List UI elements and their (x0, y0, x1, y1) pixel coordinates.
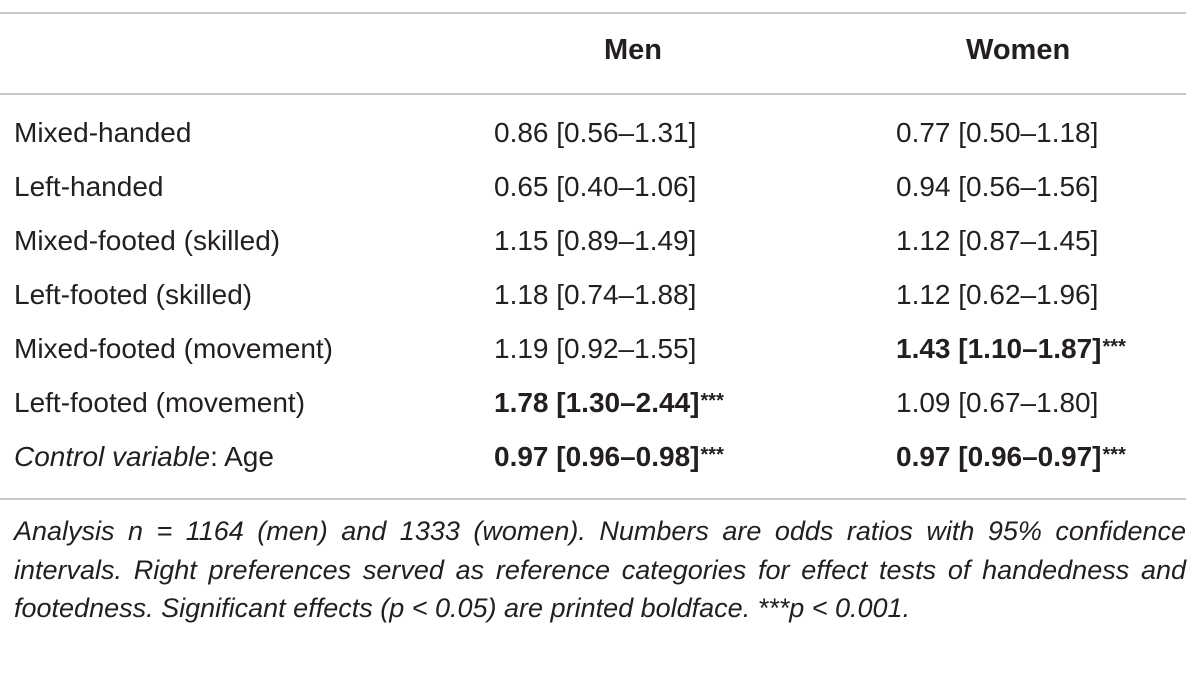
cell-men-value: 1.19 [0.92–1.55] (494, 333, 697, 364)
cell-women: 1.43 [1.10–1.87]*** (896, 322, 1126, 376)
cell-men: 0.97 [0.96–0.98]*** (494, 430, 724, 484)
significance-marker: *** (1102, 336, 1126, 358)
row-label-text: Left-handed (14, 171, 164, 202)
table-row: Mixed-footed (movement) 1.19 [0.92–1.55] 1… (0, 322, 1186, 376)
row-label-text: : Age (210, 441, 274, 472)
cell-men: 0.65 [0.40–1.06] (494, 160, 696, 214)
cell-men-value: 1.18 [0.74–1.88] (494, 279, 697, 310)
cell-women: 0.94 [0.56–1.56] (896, 160, 1098, 214)
table-header-row: Men Women (0, 26, 1186, 82)
cell-women-value: 0.97 [0.96–0.97] (896, 441, 1102, 472)
row-label: Left-footed (skilled) (14, 268, 252, 322)
row-label-text: Left-footed (skilled) (14, 279, 253, 310)
table-row: Mixed-footed (skilled) 1.15 [0.89–1.49] 1.… (0, 214, 1186, 268)
cell-men-value: 1.78 [1.30–2.44] (494, 387, 700, 418)
column-header-men: Men (604, 34, 662, 66)
row-label-text: Mixed-footed (movement) (14, 333, 334, 364)
cell-women: 0.97 [0.96–0.97]*** (896, 430, 1126, 484)
table-header-rule (0, 93, 1186, 95)
cell-men: 1.18 [0.74–1.88] (494, 268, 696, 322)
cell-men: 0.86 [0.56–1.31] (494, 106, 696, 160)
table-body: Mixed-handed 0.86 [0.56–1.31] 0.77 [0.50–1… (0, 106, 1186, 484)
significance-marker: *** (700, 444, 724, 466)
cell-men-value: 0.97 [0.96–0.98] (494, 441, 700, 472)
row-label-text: Mixed-handed (14, 117, 192, 148)
cell-men-value: 1.15 [0.89–1.49] (494, 225, 697, 256)
significance-marker: *** (1102, 444, 1126, 466)
table-bottom-rule (0, 498, 1186, 500)
cell-women: 1.09 [0.67–1.80] (896, 376, 1098, 430)
column-header-women: Women (966, 34, 1071, 66)
cell-women: 1.12 [0.62–1.96] (896, 268, 1098, 322)
cell-men: 1.15 [0.89–1.49] (494, 214, 696, 268)
table-top-rule (0, 12, 1186, 14)
cell-women-value: 1.43 [1.10–1.87] (896, 333, 1102, 364)
row-label: Mixed-handed (14, 106, 191, 160)
cell-women: 1.12 [0.87–1.45] (896, 214, 1098, 268)
row-label: Left-footed (movement) (14, 376, 305, 430)
cell-women-value: 1.09 [0.67–1.80] (896, 387, 1099, 418)
cell-women-value: 0.94 [0.56–1.56] (896, 171, 1099, 202)
table-row: Left-footed (skilled) 1.18 [0.74–1.88] 1.1… (0, 268, 1186, 322)
row-label-text: Mixed-footed (skilled) (14, 225, 281, 256)
significance-marker: *** (700, 390, 724, 412)
cell-men: 1.19 [0.92–1.55] (494, 322, 696, 376)
cell-men-value: 0.65 [0.40–1.06] (494, 171, 697, 202)
cell-women: 0.77 [0.50–1.18] (896, 106, 1098, 160)
row-label: Mixed-footed (skilled) (14, 214, 280, 268)
row-label: Control variable: Age (14, 430, 274, 484)
cell-men: 1.78 [1.30–2.44]*** (494, 376, 724, 430)
table-row: Left-footed (movement) 1.78 [1.30–2.44]**… (0, 376, 1186, 430)
row-label: Mixed-footed (movement) (14, 322, 333, 376)
cell-women-value: 1.12 [0.87–1.45] (896, 225, 1099, 256)
row-label-italic-prefix: Control variable (14, 441, 211, 472)
cell-women-value: 0.77 [0.50–1.18] (896, 117, 1099, 148)
table-footnote: Analysis n = 1164 (men) and 1333 (women)… (14, 516, 1186, 623)
table-row: Left-handed 0.65 [0.40–1.06] 0.94 [0.56–1.… (0, 160, 1186, 214)
row-label: Left-handed (14, 160, 163, 214)
row-label-text: Left-footed (movement) (14, 387, 306, 418)
cell-men-value: 0.86 [0.56–1.31] (494, 117, 697, 148)
cell-women-value: 1.12 [0.62–1.96] (896, 279, 1099, 310)
table-row: Control variable: Age 0.97 [0.96–0.98]***… (0, 430, 1186, 484)
table-row: Mixed-handed 0.86 [0.56–1.31] 0.77 [0.50–1… (0, 106, 1186, 160)
